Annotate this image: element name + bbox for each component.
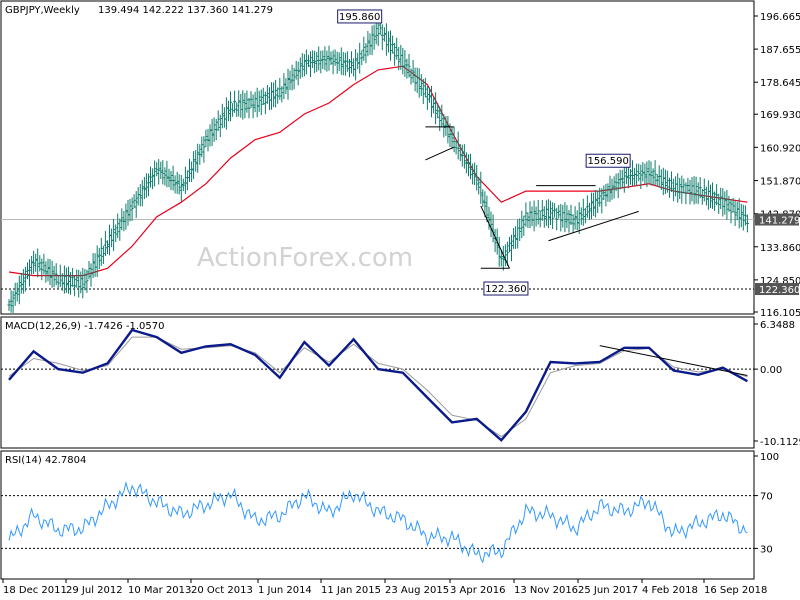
support-price-tag	[755, 283, 799, 296]
rsi-y-tick-label: 70	[760, 492, 773, 503]
x-tick-label: 4 Feb 2018	[642, 585, 698, 596]
current-price-tag-label: 141.279	[759, 216, 800, 227]
x-tick-label: 11 Jan 2015	[321, 585, 381, 596]
y-tick-label: 124.850	[760, 276, 800, 287]
x-tick-label: 16 Sep 2018	[704, 585, 767, 596]
macd-trendline	[599, 345, 748, 377]
x-tick-label: 13 Nov 2016	[514, 585, 578, 596]
rsi-y-tick-label: 100	[760, 452, 779, 463]
y-tick-label: 160.920	[760, 143, 800, 154]
pattern-line	[548, 210, 639, 242]
macd-panel	[0, 316, 755, 449]
annotation-low-label: 122.360	[485, 284, 526, 295]
watermark: ActionForex.com	[197, 243, 413, 273]
rsi-label: RSI(14) 42.7804	[5, 455, 86, 466]
y-tick-label: 151.870	[760, 177, 800, 188]
chart-header-symbol: GBPJPY,Weekly	[5, 5, 80, 16]
rsi-panel	[0, 450, 755, 580]
y-tick-label: 178.645	[760, 78, 800, 89]
x-tick-label: 25 Jun 2017	[578, 585, 638, 596]
y-tick-label: 169.930	[760, 110, 800, 121]
x-tick-label: 23 Aug 2015	[385, 585, 449, 596]
current-price-tag	[755, 213, 799, 226]
chart-header-ohlc: 139.494 142.222 137.360 141.279	[98, 5, 273, 16]
x-tick-label: 10 Mar 2013	[128, 585, 191, 596]
y-tick-label: 187.655	[760, 45, 800, 56]
macd-line	[8, 328, 748, 442]
x-tick-label: 18 Dec 2011	[3, 585, 67, 596]
macd-y-tick-label: 6.3488	[760, 320, 795, 331]
x-tick-label: 29 Jul 2012	[66, 585, 123, 596]
annotation-high-box	[337, 9, 383, 24]
annotation-high-label: 195.860	[339, 12, 380, 23]
macd-label: MACD(12,26,9) -1.7426 -1.0570	[5, 321, 165, 332]
y-tick-label: 196.665	[760, 12, 800, 23]
y-tick-label: 116.105	[760, 308, 800, 319]
rsi-line	[8, 480, 748, 564]
annotation-swing-high-box	[585, 153, 631, 168]
x-tick-label: 20 Oct 2013	[191, 585, 253, 596]
support-price-tag-label: 122.360	[759, 285, 800, 296]
pattern-line	[480, 205, 510, 269]
rsi-y-tick-label: 30	[760, 544, 773, 555]
annotation-swing-high-label: 156.590	[587, 156, 628, 167]
x-tick-label: 3 Apr 2016	[450, 585, 505, 596]
x-tick-label: 1 Jun 2014	[258, 585, 312, 596]
macd-y-tick-label: 0.00	[760, 365, 782, 376]
pattern-line	[425, 146, 455, 161]
annotation-low-box	[483, 281, 529, 296]
y-tick-label: 133.860	[760, 243, 800, 254]
